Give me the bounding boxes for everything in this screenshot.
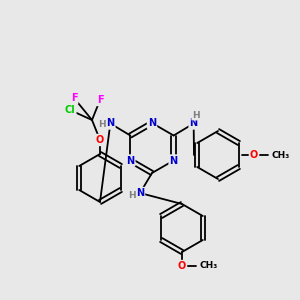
- Text: N: N: [136, 188, 144, 198]
- Text: H: H: [128, 190, 136, 200]
- Text: Cl: Cl: [64, 105, 75, 115]
- Text: CH₃: CH₃: [272, 151, 290, 160]
- Text: H: H: [192, 111, 200, 120]
- Text: F: F: [97, 95, 103, 105]
- Text: N: N: [169, 155, 178, 166]
- Text: O: O: [178, 261, 186, 271]
- Text: O: O: [250, 150, 258, 160]
- Text: CH₃: CH₃: [200, 262, 218, 271]
- Text: N: N: [106, 118, 114, 128]
- Text: O: O: [96, 135, 104, 145]
- Text: N: N: [126, 155, 134, 166]
- Text: F: F: [71, 93, 77, 103]
- Text: N: N: [148, 118, 156, 128]
- Text: N: N: [190, 118, 198, 128]
- Text: H: H: [98, 120, 106, 129]
